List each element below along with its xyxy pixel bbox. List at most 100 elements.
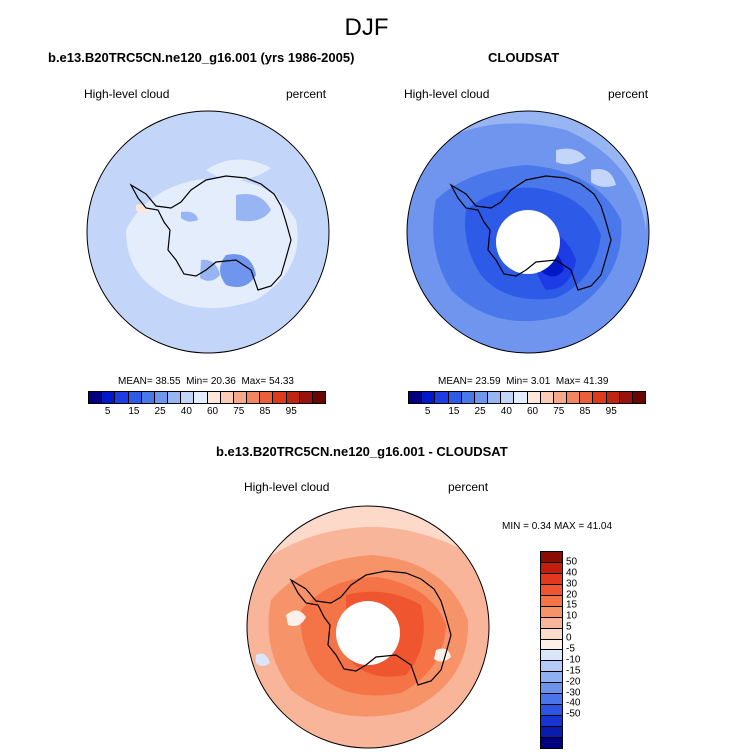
colorbar-tick-label: 85 <box>579 406 591 417</box>
colorbar-swatch <box>194 392 208 403</box>
colorbar-tick-label: 5 <box>104 406 111 417</box>
colorbar-swatch <box>541 650 562 662</box>
panel2-colorbar-ticks: 5 15 25 40 60 75 85 95 <box>408 406 644 418</box>
panel2-polar-map <box>406 110 650 354</box>
colorbar-tick-label: 95 <box>605 406 617 417</box>
colorbar-tick-label: 75 <box>233 406 245 417</box>
panel3-colorbar-ticks: 50 40 30 20 15 10 5 0 -5 -10 -15 -20 -30 -40 -50 <box>566 551 596 747</box>
colorbar-swatch <box>260 392 274 403</box>
panel1-max-label: Max= <box>241 376 267 387</box>
panel2-min-label: Min= <box>506 376 529 387</box>
panel2-min-value: 3.01 <box>530 376 551 387</box>
panel1-variable-label: High-level cloud <box>84 87 170 101</box>
panel3-title: b.e13.B20TRC5CN.ne120_g16.001 - CLOUDSAT <box>216 444 508 459</box>
colorbar-tick-label: 75 <box>553 406 565 417</box>
colorbar-swatch <box>541 727 562 738</box>
colorbar-swatch <box>541 639 562 651</box>
colorbar-swatch <box>580 392 594 403</box>
colorbar-swatch <box>541 683 562 695</box>
colorbar-swatch <box>541 672 562 684</box>
panel2-units-label: percent <box>608 87 649 101</box>
colorbar-swatch <box>409 392 423 403</box>
colorbar-swatch <box>141 392 155 403</box>
colorbar-swatch <box>541 716 562 727</box>
colorbar-swatch <box>461 392 475 403</box>
colorbar-swatch <box>299 392 313 403</box>
colorbar-swatch <box>89 392 103 403</box>
colorbar-tick-label: 5 <box>566 621 572 633</box>
colorbar-swatch <box>593 392 607 403</box>
colorbar-tick-label: -10 <box>566 654 581 666</box>
colorbar-tick-label: 10 <box>566 610 578 622</box>
colorbar-tick-label: 25 <box>154 406 166 417</box>
colorbar-swatch <box>128 392 142 403</box>
colorbar-swatch <box>488 392 502 403</box>
colorbar-swatch <box>102 392 116 403</box>
colorbar-swatch <box>435 392 449 403</box>
panel3-variable-label: High-level cloud <box>244 480 330 494</box>
colorbar-swatch <box>540 392 554 403</box>
colorbar-tick-label: -5 <box>566 643 575 655</box>
colorbar-tick-label: 5 <box>424 406 431 417</box>
panel2-max-label: Max= <box>555 376 581 387</box>
colorbar-swatch <box>541 606 562 618</box>
panel2-mean-label: MEAN= <box>438 376 473 387</box>
colorbar-swatch <box>541 661 562 673</box>
colorbar-tick-label: 95 <box>285 406 297 417</box>
colorbar-swatch <box>220 392 234 403</box>
panel1-polar-map <box>86 110 330 354</box>
colorbar-tick-label: 50 <box>566 556 578 568</box>
colorbar-swatch <box>541 552 562 563</box>
colorbar-swatch <box>541 617 562 629</box>
panel1-title: b.e13.B20TRC5CN.ne120_g16.001 (yrs 1986-… <box>48 50 355 65</box>
colorbar-swatch <box>233 392 248 403</box>
panel1-mean-value: 38.55 <box>155 376 181 387</box>
colorbar-swatch <box>541 628 562 640</box>
colorbar-swatch <box>501 392 515 403</box>
panel3-min-max: MIN = 0.34 MAX = 41.04 <box>502 521 613 532</box>
colorbar-swatch <box>168 392 182 403</box>
colorbar-tick-label: 40 <box>566 567 578 579</box>
colorbar-swatch <box>514 392 528 403</box>
colorbar-swatch <box>606 392 620 403</box>
colorbar-swatch <box>115 392 129 403</box>
panel3-units-label: percent <box>448 480 489 494</box>
colorbar-tick-label: -15 <box>566 665 581 677</box>
colorbar-tick-label: 25 <box>474 406 486 417</box>
colorbar-swatch <box>541 705 562 717</box>
colorbar-tick-label: 40 <box>180 406 192 417</box>
colorbar-swatch <box>527 392 541 403</box>
panel1-mean-label: MEAN= <box>118 376 153 387</box>
figure-title: DJF <box>344 14 389 41</box>
colorbar-tick-label: 40 <box>500 406 512 417</box>
panel1-max-value: 54.33 <box>268 376 294 387</box>
colorbar-tick-label: -40 <box>566 697 581 709</box>
panel3-colorbar <box>540 551 563 749</box>
colorbar-swatch <box>619 392 633 403</box>
colorbar-swatch <box>181 392 195 403</box>
panel1-colorbar-ticks: 5 15 25 40 60 75 85 95 <box>88 406 324 418</box>
colorbar-swatch <box>312 392 326 403</box>
panel1-min-label: Min= <box>186 376 209 387</box>
colorbar-tick-label: 60 <box>526 406 539 417</box>
colorbar-swatch <box>286 392 300 403</box>
colorbar-tick-label: 15 <box>448 406 460 417</box>
panel1-min-value: 20.36 <box>210 376 236 387</box>
colorbar-swatch <box>474 392 489 403</box>
colorbar-swatch <box>207 392 221 403</box>
panel2-mean-value: 23.59 <box>475 376 501 387</box>
panel1-coastline <box>129 175 292 291</box>
colorbar-swatch <box>553 392 568 403</box>
colorbar-tick-label: -20 <box>566 676 581 688</box>
panel2-max-value: 41.39 <box>583 376 609 387</box>
panel3-polar-map <box>246 505 490 749</box>
panel1-colorbar <box>88 391 326 404</box>
colorbar-swatch <box>541 562 562 574</box>
colorbar-tick-label: -50 <box>566 708 581 720</box>
colorbar-swatch <box>247 392 261 403</box>
colorbar-swatch <box>422 392 436 403</box>
colorbar-tick-label: -30 <box>566 687 581 699</box>
panel1-units-label: percent <box>286 87 327 101</box>
colorbar-swatch <box>541 584 562 596</box>
colorbar-swatch <box>541 573 562 585</box>
